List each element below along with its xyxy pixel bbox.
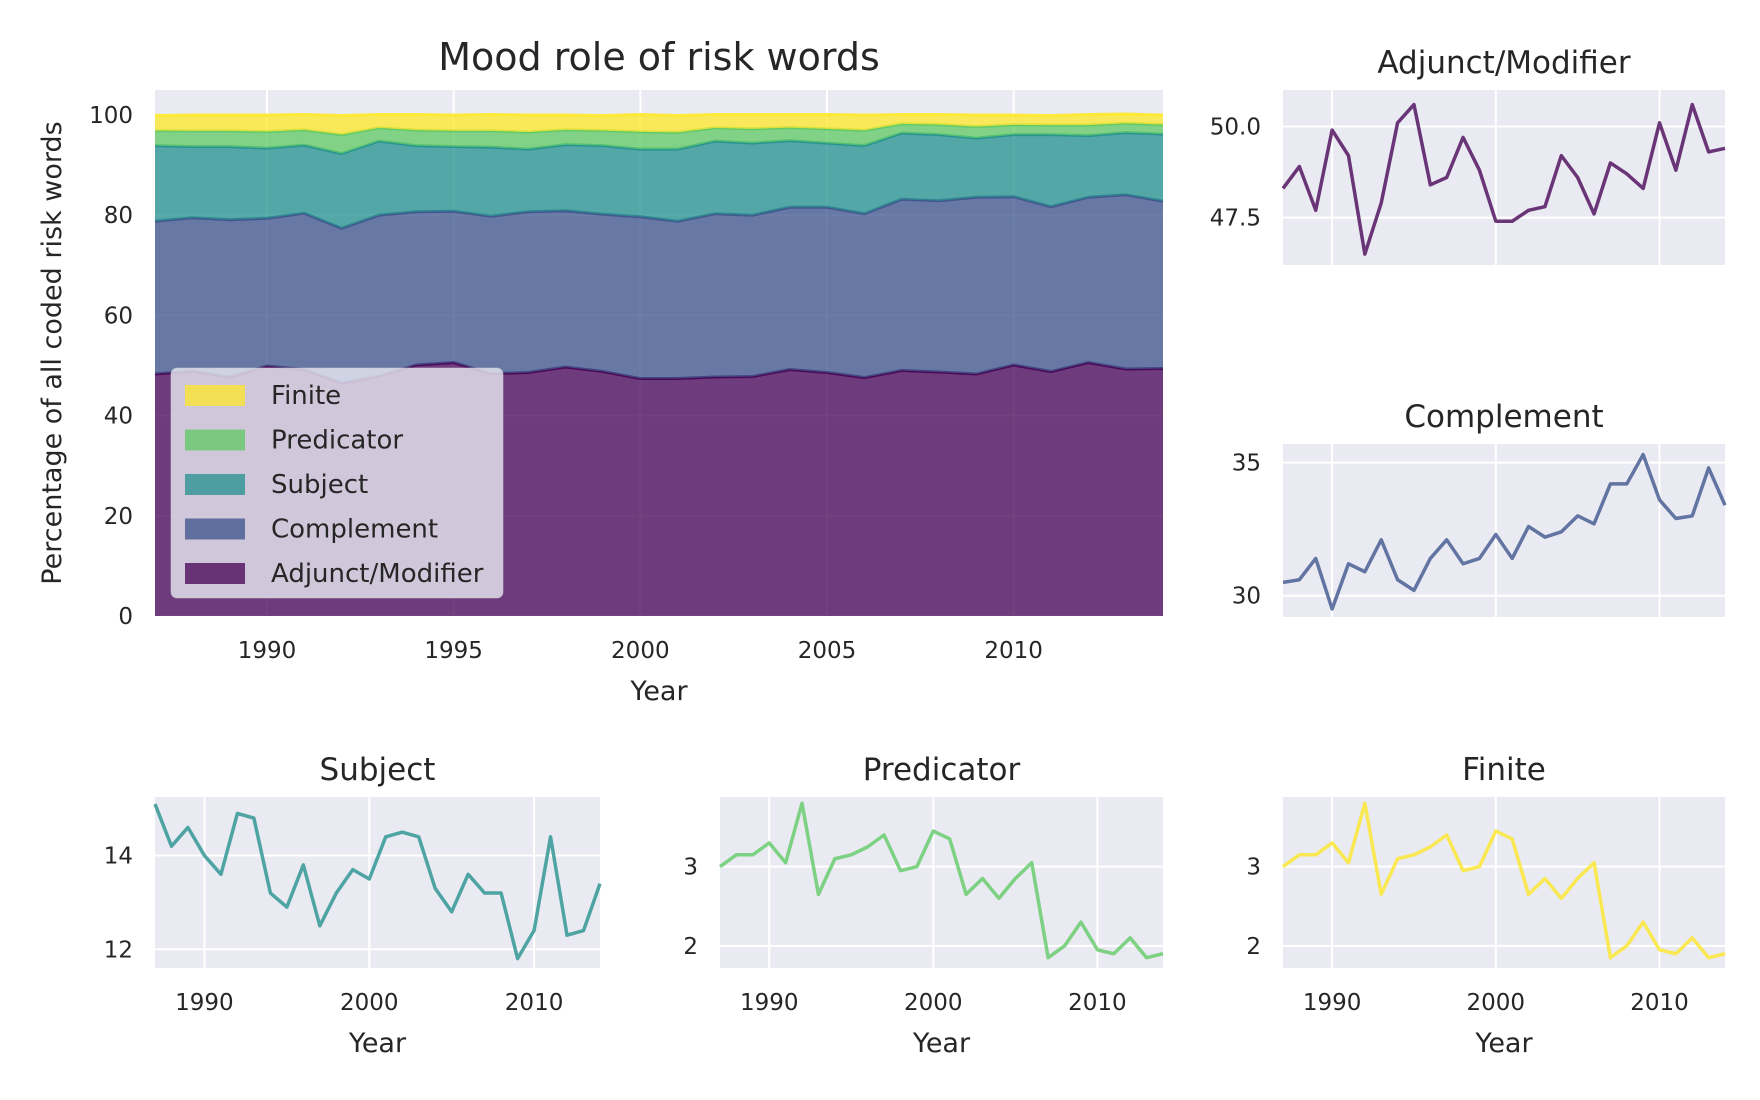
- subject-x-tick-label: 2010: [505, 990, 564, 1016]
- finite-chart: 2 3 1990 2000 2010 Finite Year: [1246, 752, 1726, 1059]
- subject-x-tick-label: 1990: [175, 990, 234, 1016]
- finite-plot-area: [1283, 797, 1725, 968]
- area-subject: [155, 132, 1163, 229]
- finite-x-tick-label: 2000: [1467, 990, 1526, 1016]
- complement-chart: 30 35 Complement: [1232, 399, 1727, 617]
- main-title: Mood role of risk words: [438, 35, 880, 79]
- complement-y-tick-label: 35: [1232, 451, 1261, 477]
- adjunct-plot-area: [1283, 90, 1725, 265]
- predicator-title: Predicator: [863, 752, 1021, 788]
- main-x-tick-label: 1995: [424, 638, 483, 664]
- main-y-tick-label: 60: [104, 303, 133, 329]
- main-y-tick-label: 100: [89, 103, 133, 129]
- predicator-x-tick-label: 2000: [904, 990, 963, 1016]
- area-edge-finite: [154, 112, 1164, 118]
- legend-label-finite: Finite: [271, 381, 341, 411]
- legend-swatch-adjunct-modifier: [185, 563, 245, 584]
- subject-y-tick-label: 12: [104, 937, 133, 963]
- predicator-y-tick-label: 3: [683, 855, 698, 881]
- subject-series-line: [153, 803, 602, 961]
- predicator-x-tick-label: 2010: [1068, 990, 1127, 1016]
- subject-plot-area: [155, 797, 600, 968]
- main-y-axis-label: Percentage of all coded risk words: [37, 121, 68, 584]
- complement-y-tick-label: 30: [1232, 584, 1261, 610]
- legend-swatch-finite: [185, 385, 245, 406]
- main-chart: 0 20 40 60 80 100 1990 1995 2000 2005 2010 Mood rol…: [37, 35, 1164, 707]
- legend-label-adjunct-modifier: Adjunct/Modifier: [271, 559, 484, 589]
- main-x-tick-label: 2000: [611, 638, 670, 664]
- legend-label-complement: Complement: [271, 515, 438, 545]
- main-legend: Finite Predicator Subject Complement Adjunct…: [170, 367, 504, 599]
- predicator-x-axis-label: Year: [912, 1028, 971, 1059]
- adjunct-y-tick-label: 47.5: [1210, 206, 1261, 232]
- predicator-plot-area: [720, 797, 1163, 968]
- main-x-tick-label: 1990: [238, 638, 297, 664]
- legend-label-subject: Subject: [271, 470, 368, 500]
- main-y-tick-label: 80: [104, 203, 133, 229]
- legend-frame: [170, 367, 504, 599]
- adjunct-chart: 47.5 50.0 Adjunct/Modifier: [1210, 45, 1726, 265]
- finite-x-axis-label: Year: [1474, 1028, 1533, 1059]
- finite-y-tick-label: 3: [1246, 855, 1261, 881]
- main-x-tick-label: 2010: [984, 638, 1043, 664]
- area-finite: [155, 114, 1163, 135]
- predicator-x-tick-label: 1990: [740, 990, 799, 1016]
- legend-label-predicator: Predicator: [271, 426, 403, 456]
- adjunct-title: Adjunct/Modifier: [1377, 45, 1630, 81]
- main-y-tick-label: 0: [118, 604, 133, 630]
- finite-y-tick-label: 2: [1246, 934, 1261, 960]
- legend-swatch-predicator: [185, 429, 245, 451]
- legend-swatch-subject: [185, 474, 245, 495]
- subject-chart: 12 14 1990 2000 2010 Subject Year: [104, 752, 602, 1059]
- predicator-series-line: [718, 801, 1164, 960]
- finite-title: Finite: [1462, 752, 1546, 788]
- finite-series-line: [1281, 801, 1726, 960]
- subject-title: Subject: [320, 752, 436, 788]
- subject-y-tick-label: 14: [104, 844, 133, 870]
- main-x-axis-label: Year: [629, 676, 688, 707]
- predicator-y-tick-label: 2: [683, 934, 698, 960]
- subject-x-axis-label: Year: [348, 1028, 407, 1059]
- area-complement: [155, 194, 1163, 384]
- subject-x-tick-label: 2000: [340, 990, 399, 1016]
- main-x-tick-label: 2005: [798, 638, 857, 664]
- finite-x-tick-label: 1990: [1303, 990, 1362, 1016]
- main-y-tick-label: 40: [104, 404, 133, 430]
- legend-swatch-complement: [185, 518, 245, 540]
- complement-title: Complement: [1404, 399, 1603, 435]
- main-y-tick-label: 20: [104, 504, 133, 530]
- predicator-chart: 2 3 1990 2000 2010 Predicator Year: [683, 752, 1164, 1059]
- adjunct-y-tick-label: 50.0: [1210, 114, 1261, 140]
- finite-x-tick-label: 2010: [1630, 990, 1689, 1016]
- adjunct-series-line: [1281, 102, 1726, 256]
- complement-series-line: [1282, 452, 1727, 611]
